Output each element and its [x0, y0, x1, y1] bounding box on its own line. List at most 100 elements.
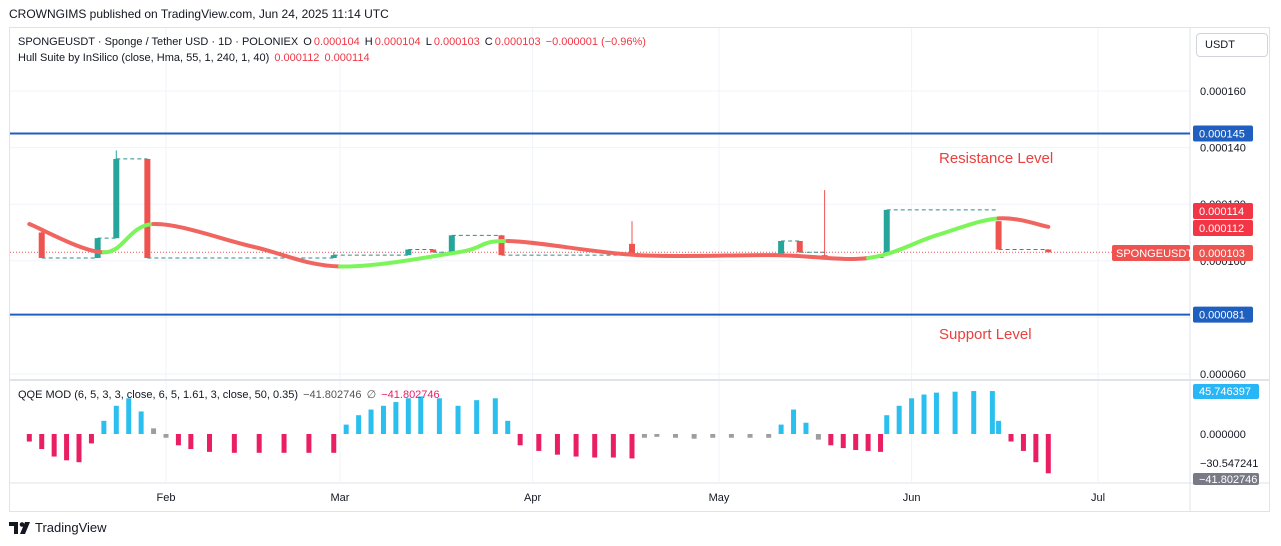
candle-body: [448, 235, 455, 253]
qqe-bar: [418, 396, 424, 434]
symbol-legend[interactable]: SPONGEUSDT · Sponge / Tether USD · 1D · …: [18, 36, 648, 48]
resistance-tag-label: 0.000145: [1199, 128, 1245, 140]
currency-button[interactable]: USDT: [1196, 33, 1268, 57]
open-value: 0.000104: [313, 36, 360, 48]
price-tag-label: 0.000114: [1199, 206, 1244, 218]
qqe-bar: [641, 434, 647, 438]
qqe-bar: [88, 434, 94, 444]
hull-segment: [934, 216, 1001, 238]
qqe-tick-label: −30.547241: [1200, 458, 1258, 470]
hull-segment: [250, 244, 342, 269]
qqe-bar: [474, 400, 480, 434]
qqe-bar: [884, 415, 890, 434]
qqe-value-2: −41.802746: [381, 389, 440, 401]
candle: [1045, 249, 1052, 253]
candle-body: [144, 158, 151, 258]
qqe-last-tag-label: −41.802746: [1199, 474, 1257, 486]
change-value: −0.000001 (−0.96%): [545, 36, 646, 48]
candle-body: [995, 221, 1002, 250]
candle: [113, 150, 120, 239]
time-tick-label: Jul: [1091, 492, 1105, 504]
qqe-bar: [64, 434, 70, 461]
price-tick-label: 0.000160: [1200, 86, 1246, 98]
qqe-bar: [356, 415, 362, 434]
hull-segment: [101, 222, 156, 255]
price-tag-label: 0.000103: [1199, 248, 1245, 260]
qqe-bar: [536, 434, 542, 451]
candle: [94, 238, 101, 258]
candle: [405, 249, 412, 256]
qqe-bar: [436, 398, 442, 434]
qqe-bar: [865, 434, 871, 451]
qqe-histogram: [26, 391, 1051, 474]
qqe-up-tag: [1193, 384, 1259, 399]
high-value: 0.000104: [374, 36, 421, 48]
qqe-bar: [654, 434, 660, 437]
resistance-annotation: Resistance Level: [939, 150, 1054, 167]
qqe-indicator-name: QQE MOD (6, 5, 3, 3, close, 6, 5, 1.61, …: [18, 389, 299, 401]
qqe-zero-label: 0.000000: [1200, 429, 1246, 441]
candle: [629, 221, 635, 256]
qqe-bar: [1008, 434, 1014, 442]
qqe-bar: [573, 434, 579, 457]
qqe-bar: [306, 434, 312, 453]
candles: [38, 150, 1052, 258]
qqe-bar: [747, 434, 753, 438]
qqe-bar: [610, 434, 616, 458]
qqe-bar: [113, 405, 119, 434]
tradingview-logo-icon: [9, 521, 30, 534]
qqe-bar: [554, 434, 560, 455]
qqe-bar: [26, 434, 32, 442]
candle-body: [778, 240, 785, 256]
qqe-bar: [151, 428, 157, 434]
candle-body: [1045, 249, 1052, 253]
qqe-bar: [778, 424, 784, 434]
qqe-bar: [989, 391, 995, 434]
qqe-bar: [1020, 434, 1026, 451]
publish-line: CROWNGIMS published on TradingView.com, …: [9, 7, 389, 21]
low-value: 0.000103: [433, 36, 480, 48]
price-tag: [1193, 220, 1253, 236]
time-tick-label: May: [709, 492, 730, 504]
qqe-bar: [909, 398, 915, 434]
candle-body: [498, 235, 505, 256]
support-annotation: Support Level: [939, 326, 1032, 343]
candle: [330, 252, 337, 258]
qqe-bar: [343, 424, 349, 434]
price-tag: [1193, 245, 1253, 261]
qqe-bar: [791, 409, 797, 434]
qqe-value-1: −41.802746: [303, 389, 362, 401]
candle-body: [405, 249, 412, 256]
qqe-legend[interactable]: QQE MOD (6, 5, 3, 3, close, 6, 5, 1.61, …: [18, 388, 442, 401]
qqe-bar: [393, 402, 399, 434]
time-tick-label: Jun: [903, 492, 921, 504]
qqe-bar: [175, 434, 181, 446]
support-tag-label: 0.000081: [1199, 310, 1245, 322]
qqe-bar: [331, 434, 337, 453]
hull-segment: [772, 253, 871, 261]
low-label: L: [425, 36, 432, 48]
candle: [498, 235, 505, 256]
qqe-bar: [368, 409, 374, 434]
qqe-bar: [206, 434, 212, 452]
qqe-bar: [39, 434, 45, 450]
candle: [38, 229, 45, 258]
price-tag: [1193, 203, 1253, 219]
price-tick-label: 0.000140: [1200, 143, 1246, 155]
hull-segment: [996, 216, 1051, 229]
hull-legend[interactable]: Hull Suite by InSilico (close, Hma, 55, …: [18, 52, 372, 64]
qqe-bar: [878, 434, 884, 452]
open-label: O: [303, 36, 312, 48]
qqe-up-tag-label: 45.746397: [1199, 386, 1251, 398]
qqe-bar: [76, 434, 82, 463]
qqe-bar: [51, 434, 57, 457]
tradingview-logo[interactable]: TradingView: [9, 520, 107, 535]
qqe-bar: [803, 422, 809, 434]
time-tick-label: Feb: [157, 492, 176, 504]
qqe-bar: [138, 411, 144, 434]
candle: [796, 240, 803, 253]
resistance-tag: [1193, 125, 1253, 142]
price-tick-label: 0.000060: [1200, 369, 1246, 381]
qqe-bar: [728, 434, 734, 438]
